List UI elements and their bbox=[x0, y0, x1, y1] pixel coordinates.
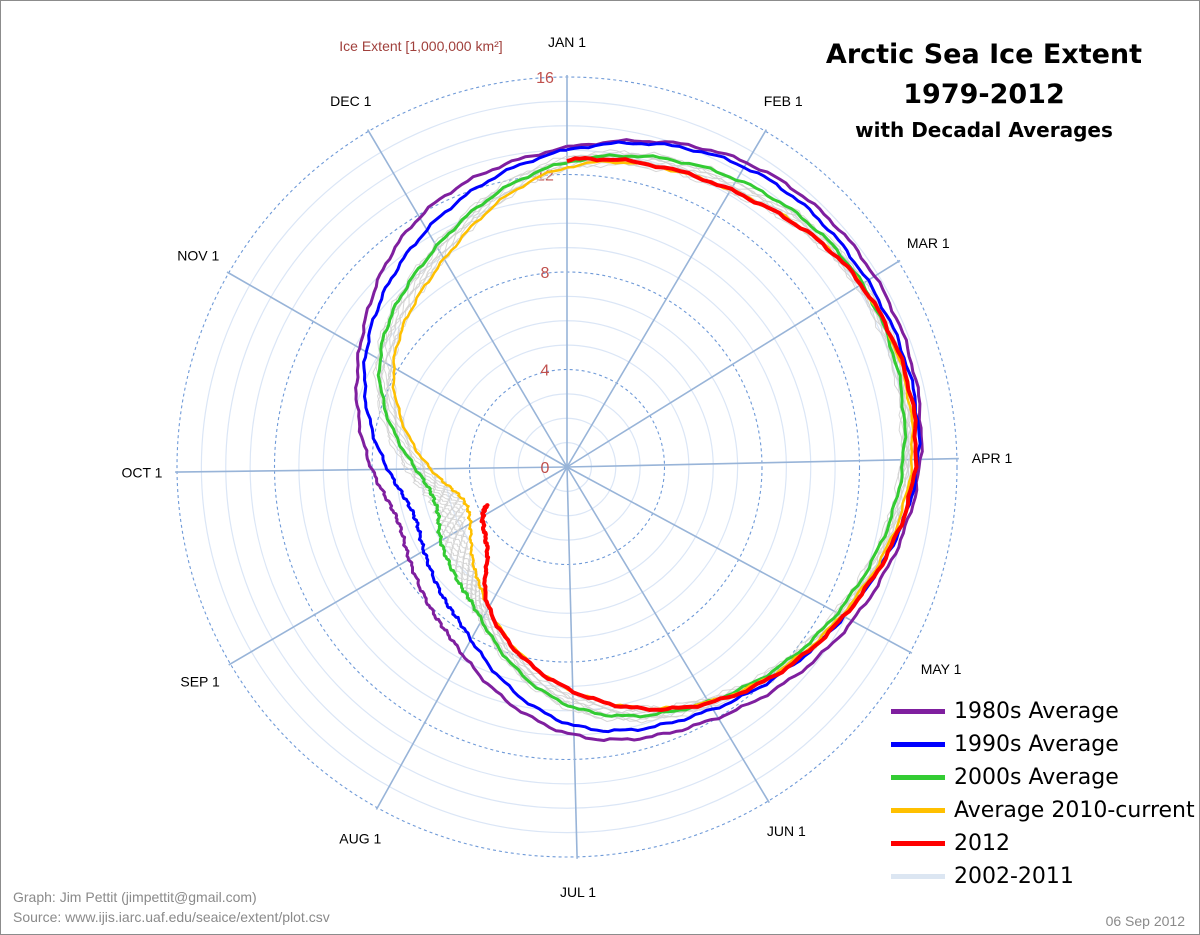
legend-swatch bbox=[891, 775, 945, 780]
major-ring bbox=[273, 173, 861, 761]
month-spoke bbox=[566, 259, 901, 468]
graph-date: 06 Sep 2012 bbox=[1105, 913, 1185, 929]
month-label: NOV 1 bbox=[177, 248, 219, 264]
month-spoke bbox=[228, 466, 568, 666]
month-label: MAR 1 bbox=[907, 235, 950, 251]
month-spoke bbox=[366, 129, 568, 468]
month-spoke bbox=[226, 271, 568, 468]
month-label: SEP 1 bbox=[180, 674, 220, 690]
legend-item-1980s: 1980s Average bbox=[891, 695, 1195, 728]
month-spoke bbox=[566, 457, 959, 468]
legend-label: 2012 bbox=[954, 831, 1010, 856]
legend-swatch bbox=[891, 841, 945, 846]
legend-label: 2000s Average bbox=[954, 765, 1119, 790]
legend-swatch bbox=[891, 709, 945, 714]
legend: 1980s Average 1990s Average 2000s Averag… bbox=[891, 695, 1195, 893]
month-label: OCT 1 bbox=[121, 464, 162, 480]
title-line-2: 1979-2012 bbox=[903, 79, 1065, 110]
month-label: MAY 1 bbox=[921, 661, 962, 677]
radial-tick-label: 0 bbox=[541, 460, 550, 477]
month-label: JAN 1 bbox=[548, 34, 586, 50]
series-2002-2011-line bbox=[387, 158, 907, 713]
legend-item-2012: 2012 bbox=[891, 827, 1195, 860]
chart-title: Arctic Sea Ice Extent 1979-2012 with Dec… bbox=[819, 35, 1149, 145]
graph-credit: Graph: Jim Pettit (jimpettit@gmail.com) bbox=[13, 889, 257, 905]
legend-swatch bbox=[891, 742, 945, 747]
legend-label: 1990s Average bbox=[954, 732, 1119, 757]
radial-tick-label: 8 bbox=[541, 265, 550, 282]
month-label: DEC 1 bbox=[330, 93, 371, 109]
radial-tick-label: 16 bbox=[536, 70, 554, 87]
legend-item-1990s: 1990s Average bbox=[891, 728, 1195, 761]
subtitle: with Decadal Averages bbox=[855, 118, 1113, 142]
legend-swatch bbox=[891, 874, 945, 879]
legend-label: 2002-2011 bbox=[954, 864, 1074, 889]
legend-item-2010-current: Average 2010-current bbox=[891, 794, 1195, 827]
series-2002-2011-line bbox=[377, 152, 912, 721]
legend-item-2002-2011: 2002-2011 bbox=[891, 860, 1195, 893]
month-label: APR 1 bbox=[972, 450, 1013, 466]
month-spoke bbox=[566, 466, 770, 804]
radial-axis-label: Ice Extent [1,000,000 km²] bbox=[339, 38, 502, 54]
month-label: FEB 1 bbox=[764, 93, 803, 109]
legend-label: 1980s Average bbox=[954, 699, 1119, 724]
legend-swatch bbox=[891, 808, 945, 813]
month-spoke bbox=[566, 466, 578, 859]
legend-item-2000s: 2000s Average bbox=[891, 761, 1195, 794]
month-label: JUL 1 bbox=[560, 884, 596, 900]
series-2002-2011-line bbox=[372, 149, 915, 724]
month-label: JUN 1 bbox=[767, 823, 806, 839]
legend-label: Average 2010-current bbox=[954, 798, 1195, 823]
title-line-1: Arctic Sea Ice Extent bbox=[825, 39, 1143, 70]
series-2012 bbox=[479, 156, 919, 712]
radial-tick-label: 4 bbox=[541, 363, 550, 380]
source-credit: Source: www.ijis.iarc.uaf.edu/seaice/ext… bbox=[13, 909, 330, 925]
series-1990s-average bbox=[362, 140, 922, 734]
month-label: AUG 1 bbox=[339, 830, 381, 846]
series-1980s-average bbox=[354, 138, 924, 742]
month-spoke bbox=[375, 466, 568, 810]
series-2002-2011-line bbox=[385, 158, 908, 714]
month-spoke bbox=[566, 466, 913, 654]
